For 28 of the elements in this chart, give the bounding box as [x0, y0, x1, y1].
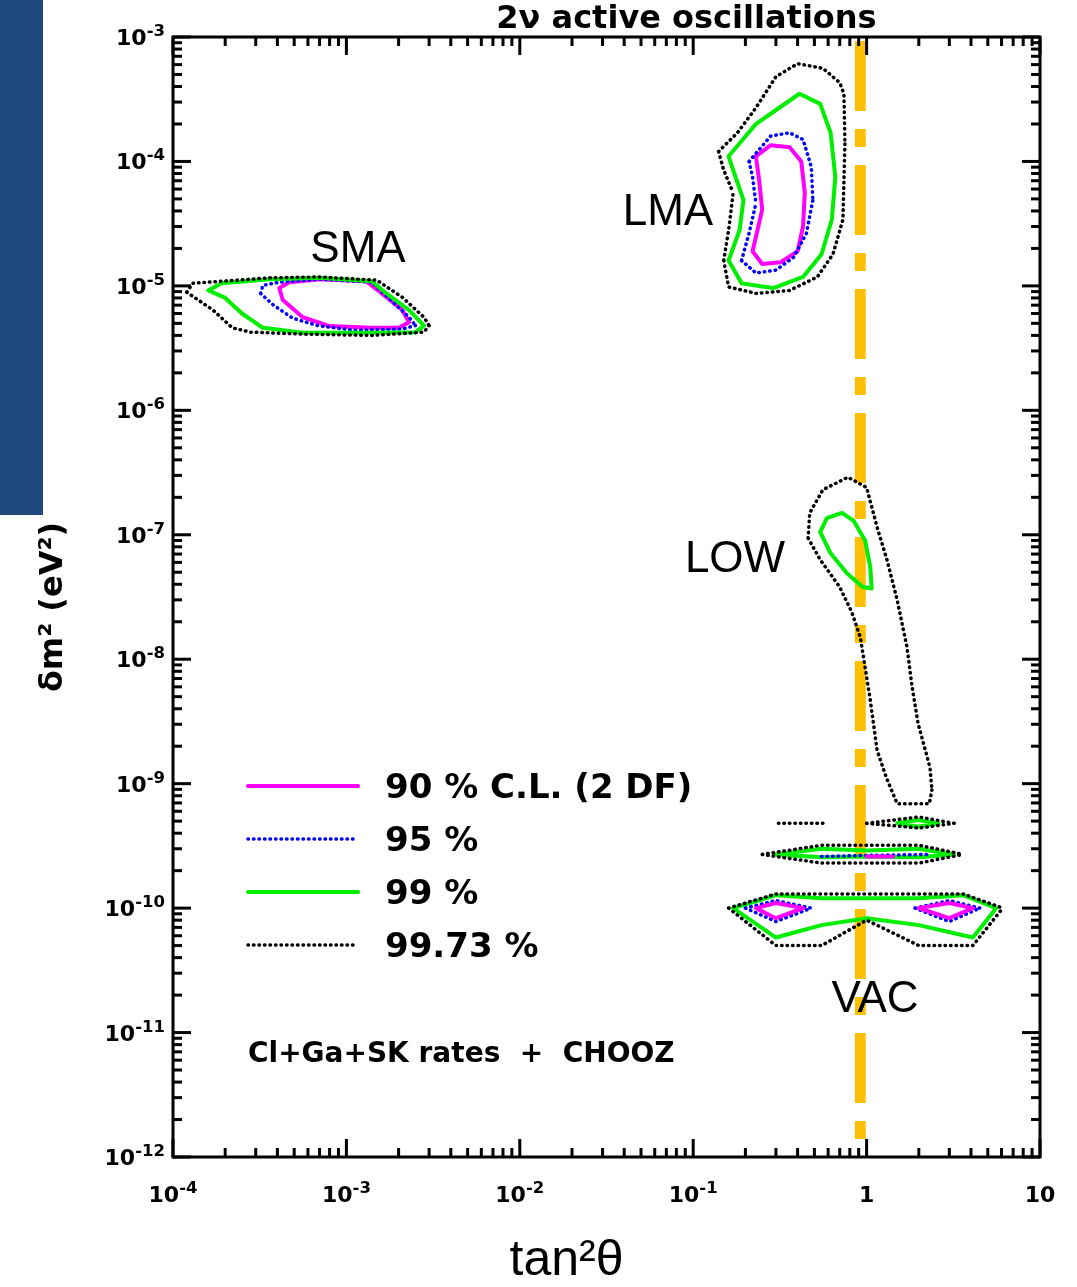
legend-label: 95 % [385, 819, 479, 859]
annotation: Cl+Ga+SK rates + CHOOZ [248, 1036, 675, 1069]
annotation: SMA [310, 222, 407, 271]
x-tick-label: 1 [858, 1182, 875, 1207]
x-tick-label: 10$^{-2}$ [495, 1177, 545, 1207]
x-axis-title: tan²θ [509, 1230, 624, 1286]
legend-label: 99.73 % [385, 925, 539, 965]
chart-title: 2ν active oscillations [496, 0, 877, 36]
x-tick-label: 10$^{-4}$ [148, 1177, 198, 1207]
annotation: LMA [622, 185, 714, 234]
x-tick-label: 10$^{-1}$ [668, 1177, 718, 1207]
y-tick-label: 10$^{-9}$ [116, 767, 165, 797]
y-tick-label: 10$^{-11}$ [104, 1016, 165, 1046]
y-tick-label: 10$^{-3}$ [116, 20, 165, 50]
y-tick-label: 10$^{-8}$ [116, 642, 165, 673]
annotation: LOW [684, 532, 786, 581]
y-tick-label: 10$^{-7}$ [116, 518, 165, 548]
y-axis-title: δm² (eV²) [32, 521, 70, 693]
y-tick-label: 10$^{-5}$ [116, 269, 165, 299]
y-tick-label: 10$^{-12}$ [104, 1140, 165, 1170]
y-tick-label: 10$^{-6}$ [116, 393, 165, 424]
x-tick-label: 10 [1024, 1182, 1056, 1207]
y-tick-label: 10$^{-4}$ [116, 144, 165, 175]
annotation: VAC [831, 972, 919, 1021]
y-tick-label: 10$^{-10}$ [104, 891, 165, 922]
legend-label: 99 % [385, 872, 479, 912]
x-tick-label: 10$^{-3}$ [321, 1177, 371, 1207]
legend-label: 90 % C.L. (2 DF) [385, 766, 693, 806]
